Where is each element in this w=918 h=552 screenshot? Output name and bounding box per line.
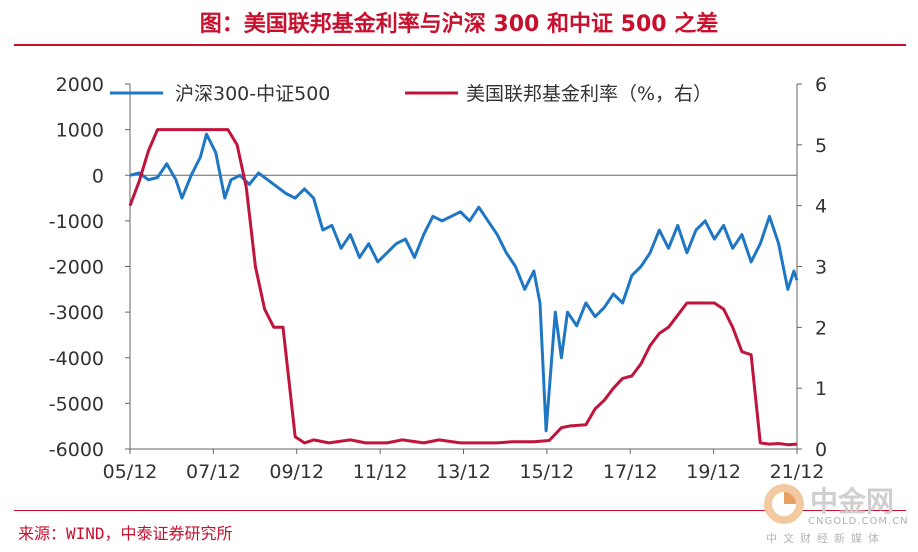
chart-series — [128, 128, 799, 447]
y-left-tick-label: -6000 — [49, 439, 104, 461]
x-tick-label: 21/12 — [770, 461, 825, 483]
title-divider — [14, 44, 906, 46]
y-left-tick-label: 2000 — [56, 74, 104, 96]
y-left-tick-label: 1000 — [56, 120, 104, 142]
series-line-spread — [129, 132, 799, 433]
x-tick-label: 07/12 — [186, 461, 241, 483]
y-left-tick-label: -3000 — [49, 302, 104, 324]
y-left-tick-label: 0 — [92, 165, 104, 187]
x-tick-label: 05/12 — [103, 461, 158, 483]
x-tick-label: 17/12 — [603, 461, 658, 483]
legend-label: 沪深300-中证500 — [175, 83, 330, 105]
y-right-tick-label: 1 — [815, 378, 827, 400]
y-left-tick-label: -4000 — [49, 348, 104, 370]
y-right-tick-label: 3 — [815, 257, 827, 279]
chart-axes: 2000 1000 0 -1000 -2000 -3000 -4000 -5000 -6000 6… — [49, 74, 827, 483]
y-right-tick-label: 2 — [815, 317, 827, 339]
watermark-site: CNGOLD.COM.CN — [808, 516, 909, 527]
source-note: 来源：WIND，中泰证券研究所 — [18, 524, 233, 543]
series-line-fed-rate — [128, 128, 798, 447]
watermark: 中金网 CNGOLD.COM.CN 中文财经新媒体 — [752, 478, 912, 548]
chart: 2000 1000 0 -1000 -2000 -3000 -4000 -5000 -6000 6… — [49, 74, 827, 483]
source-divider — [14, 510, 906, 511]
x-tick-label: 13/12 — [436, 461, 491, 483]
x-tick-label: 09/12 — [269, 461, 324, 483]
y-left-tick-label: -1000 — [49, 211, 104, 233]
watermark-subtitle: 中文财经新媒体 — [766, 532, 885, 545]
y-right-tick-label: 5 — [815, 135, 827, 157]
x-tick-label: 11/12 — [353, 461, 408, 483]
cngold-logo-icon — [764, 484, 804, 524]
chart-legend: 沪深300-中证500 美国联邦基金利率（%，右） — [110, 83, 712, 105]
y-right-tick-label: 4 — [815, 196, 827, 218]
watermark-name: 中金网 — [810, 485, 895, 518]
x-tick-label: 15/12 — [519, 461, 574, 483]
x-tick-label: 19/12 — [686, 461, 741, 483]
page-title: 图：美国联邦基金利率与沪深 300 和中证 500 之差 — [199, 12, 719, 37]
y-left-tick-label: -2000 — [49, 257, 104, 279]
y-right-tick-label: 0 — [815, 439, 827, 461]
y-right-tick-label: 6 — [815, 74, 827, 96]
legend-label: 美国联邦基金利率（%，右） — [466, 83, 712, 105]
y-left-tick-label: -5000 — [49, 393, 104, 415]
